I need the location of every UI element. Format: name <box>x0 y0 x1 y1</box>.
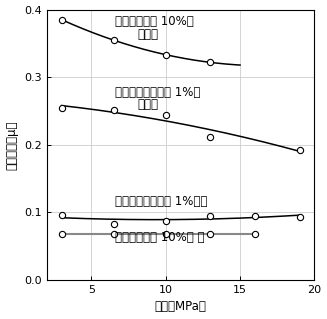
X-axis label: 荷重（MPa）: 荷重（MPa） <box>155 300 206 314</box>
Text: 二酸化モリブデン 1%、油: 二酸化モリブデン 1%、油 <box>115 195 208 208</box>
Text: ドライ: ドライ <box>137 28 158 41</box>
Text: グラファイト 10%、 油: グラファイト 10%、 油 <box>115 231 205 243</box>
Text: グラファイト 10%、: グラファイト 10%、 <box>115 16 194 28</box>
Y-axis label: 摩擦係数（μ）: 摩擦係数（μ） <box>6 120 19 169</box>
Text: ドライ: ドライ <box>137 98 158 111</box>
Text: 二酸化モリブデン 1%、: 二酸化モリブデン 1%、 <box>115 86 200 99</box>
